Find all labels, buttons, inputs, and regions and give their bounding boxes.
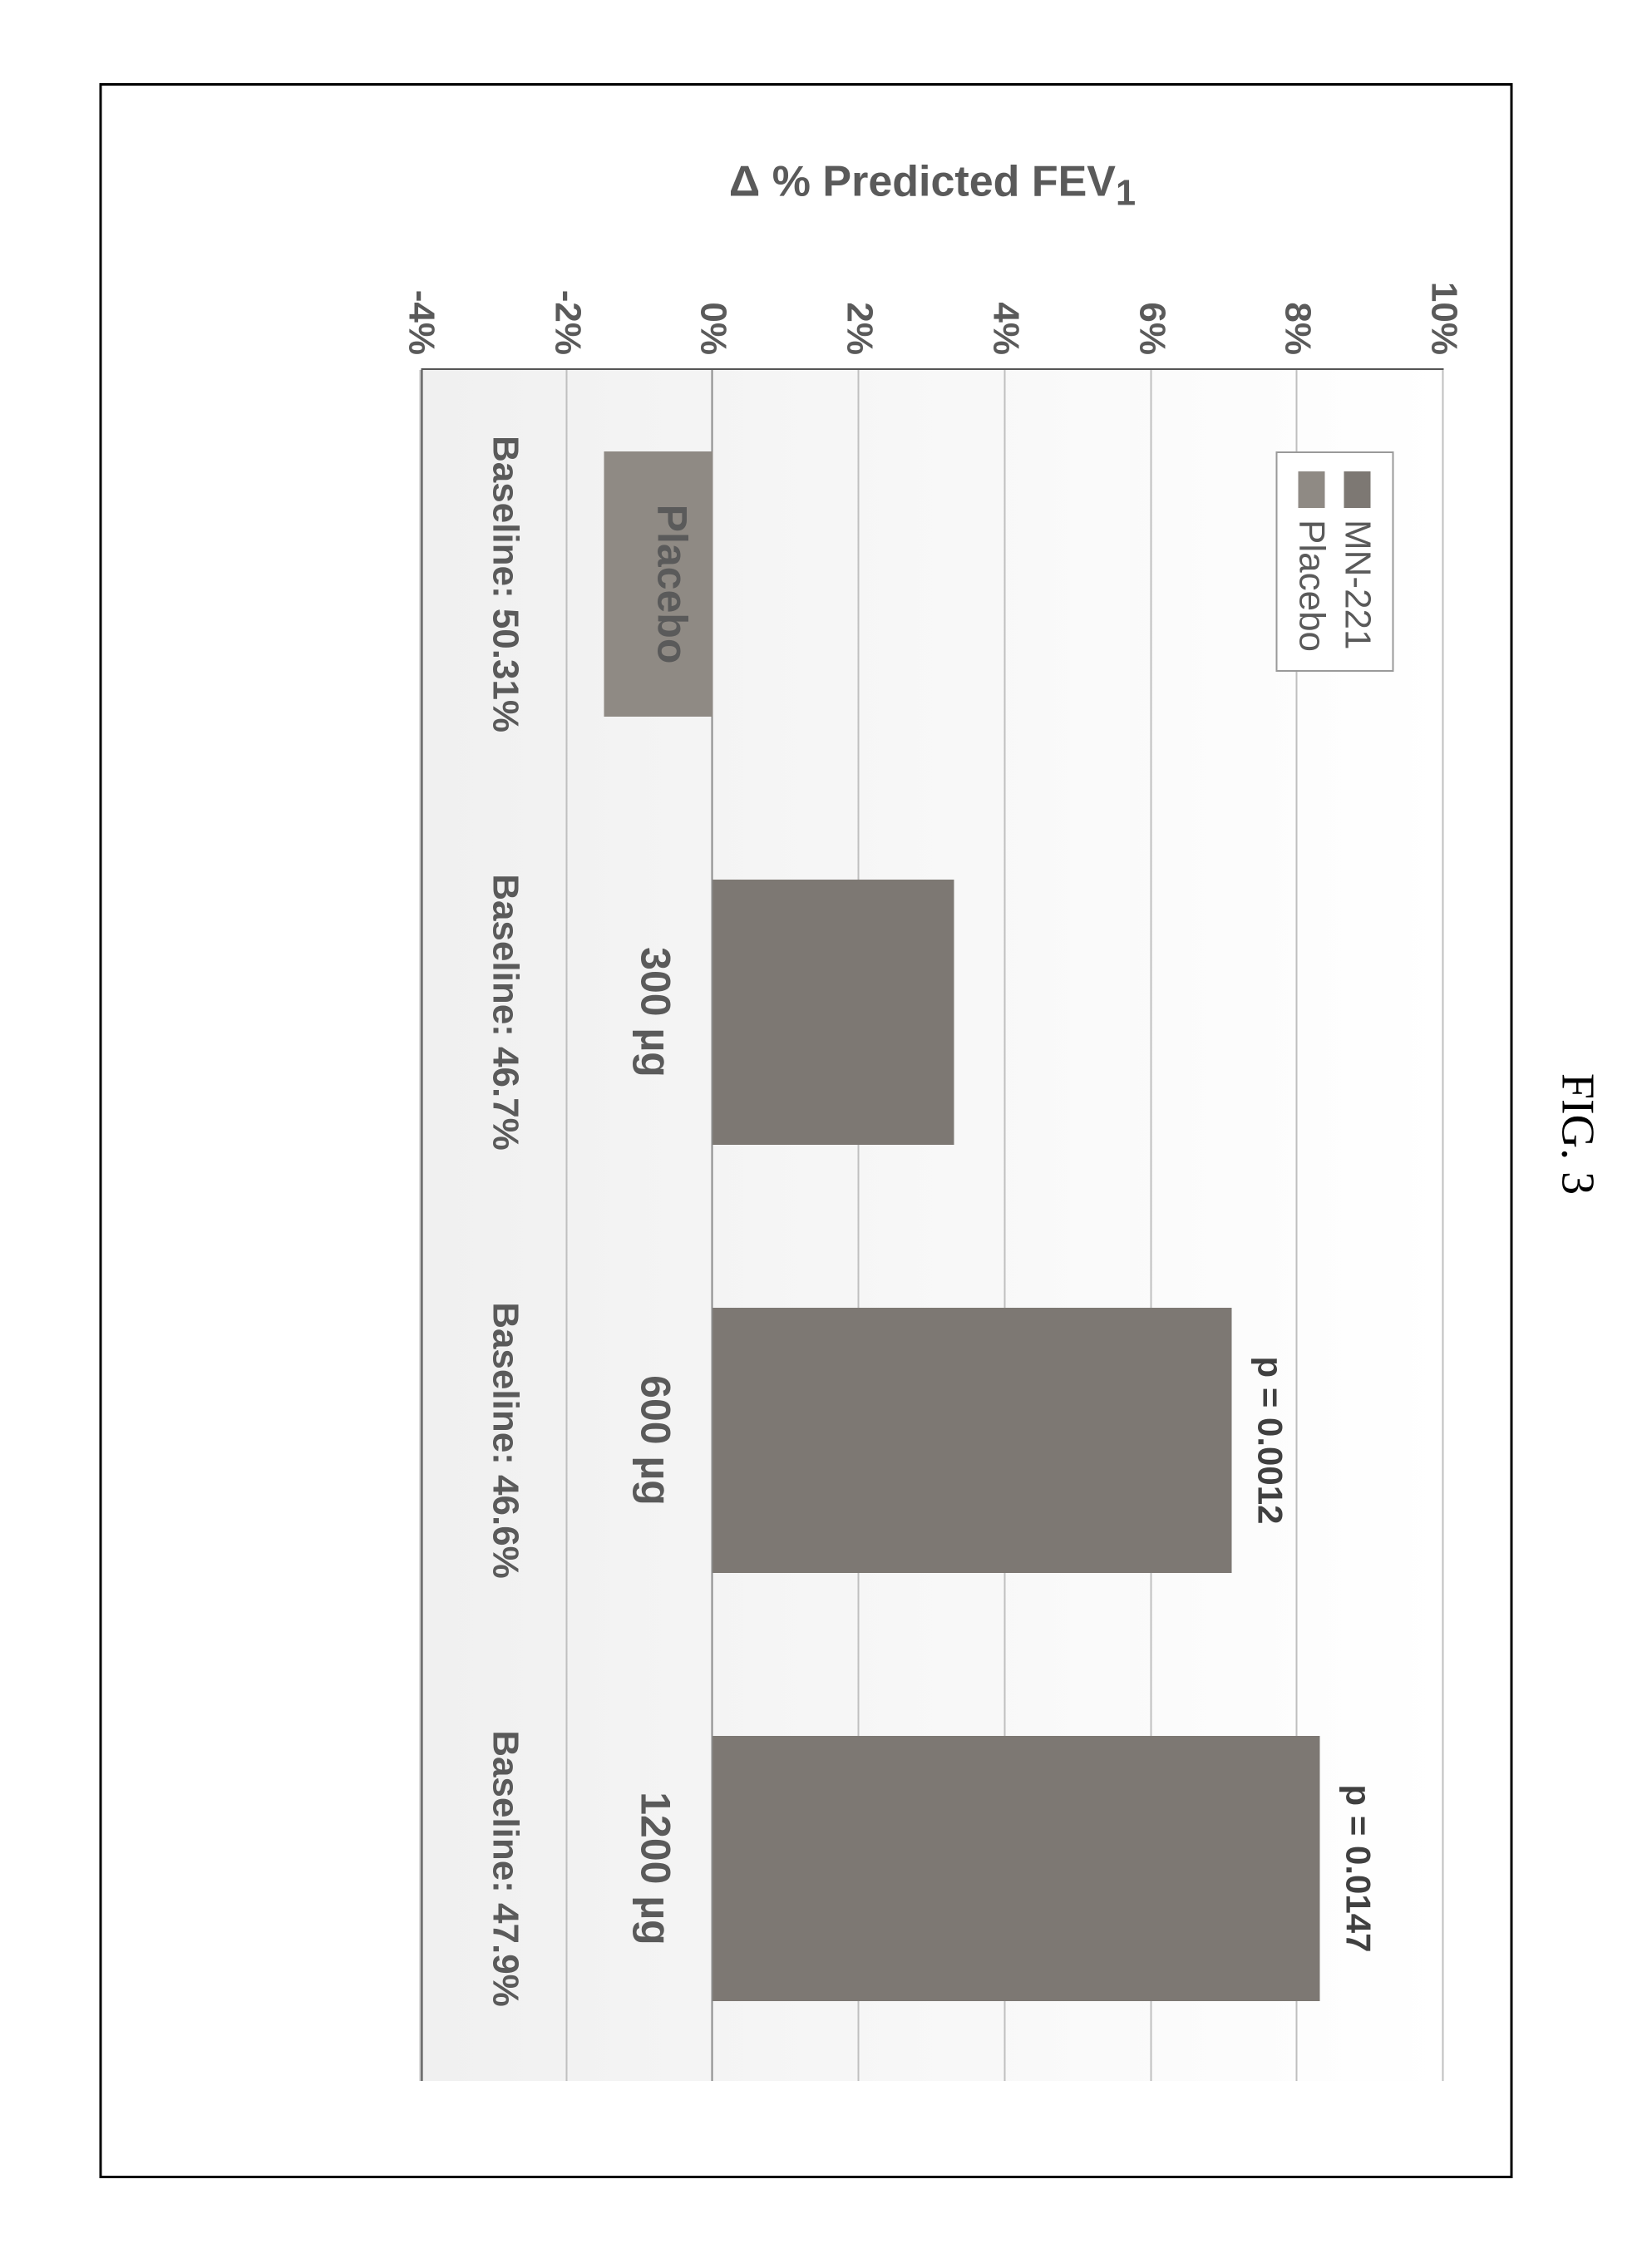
category-label: 300 µg [631, 798, 679, 1226]
gridline [565, 370, 567, 2081]
baseline-label: Baseline: 46.7% [484, 798, 525, 1226]
y-tick-label: 8% [1276, 302, 1318, 370]
gridline [419, 370, 421, 2081]
y-tick-label: 4% [984, 302, 1026, 370]
category-label: 1200 µg [631, 1654, 679, 2083]
category-label: 600 µg [631, 1226, 679, 1654]
bar [712, 1308, 1231, 1573]
legend-swatch [1344, 471, 1371, 508]
y-tick-label: -4% [400, 290, 441, 370]
baseline-label: Baseline: 47.9% [484, 1654, 525, 2083]
rotated-canvas: FIG. 3 Δ % Predicted FEV1 -4% -2% 0% 2% 4% 6%… [0, 0, 1637, 2268]
bar [712, 880, 954, 1145]
legend: MN-221Placebo [1275, 451, 1393, 672]
p-value-label: p = 0.0012 [1250, 1226, 1289, 1654]
chart-outer-frame: Δ % Predicted FEV1 -4% -2% 0% 2% 4% 6% 8% 10% Pl… [99, 83, 1512, 2178]
y-axis-title: Δ % Predicted FEV1 [421, 156, 1443, 214]
y-tick-label: 2% [838, 302, 880, 370]
legend-swatch [1299, 471, 1325, 508]
chart-area: Δ % Predicted FEV1 -4% -2% 0% 2% 4% 6% 8% 10% Pl… [101, 86, 1510, 2176]
p-value-label: p = 0.0147 [1338, 1654, 1378, 2083]
legend-label: MN-221 [1334, 520, 1380, 650]
legend-label: Placebo [1289, 520, 1334, 652]
gridline [1442, 370, 1443, 2081]
figure-label: FIG. 3 [1551, 0, 1604, 2268]
y-tick-label: 10% [1423, 282, 1464, 370]
y-tick-label: 0% [692, 302, 733, 370]
baseline-label: Baseline: 50.31% [484, 370, 525, 798]
page: FIG. 3 Δ % Predicted FEV1 -4% -2% 0% 2% 4% 6%… [0, 0, 1637, 2268]
y-tick-label: -2% [546, 290, 588, 370]
y-tick-label: 6% [1131, 302, 1172, 370]
baseline-label: Baseline: 46.6% [484, 1226, 525, 1654]
legend-item: Placebo [1289, 471, 1334, 652]
bar [712, 1736, 1319, 2001]
category-label: Placebo [648, 370, 696, 798]
legend-item: MN-221 [1334, 471, 1380, 652]
